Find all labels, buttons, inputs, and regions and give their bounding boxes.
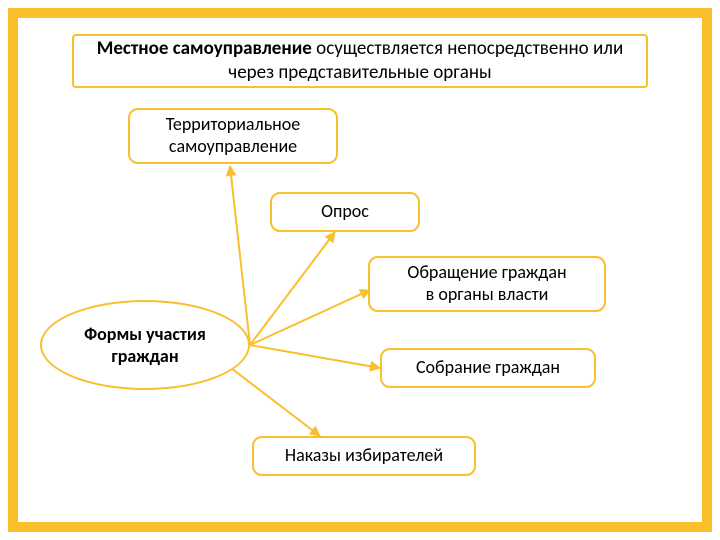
center-node: Формы участия граждан: [40, 300, 250, 390]
node-poll: Опрос: [270, 192, 420, 232]
node-l1: Наказы избирателей: [285, 444, 443, 466]
node-territorial: Территориальное самоуправление: [128, 108, 338, 164]
node-label: Обращение граждан в органы власти: [407, 262, 566, 305]
node-l1: Опрос: [321, 200, 369, 222]
node-appeal: Обращение граждан в органы власти: [368, 256, 606, 312]
header-box: Местное самоуправление осуществляется не…: [72, 34, 648, 88]
node-l1: Собрание граждан: [416, 356, 560, 378]
node-label: Наказы избирателей: [285, 445, 443, 467]
node-label: Территориальное самоуправление: [166, 114, 301, 157]
node-mandate: Наказы избирателей: [252, 436, 476, 476]
node-label: Опрос: [321, 201, 369, 223]
node-l2: в органы власти: [426, 283, 549, 305]
node-l1: Территориальное: [166, 113, 301, 135]
center-label: Формы участия граждан: [84, 323, 206, 368]
node-l1: Обращение граждан: [407, 261, 566, 283]
header-bold: Местное самоуправление: [97, 37, 312, 60]
node-meeting: Собрание граждан: [380, 348, 596, 388]
node-label: Собрание граждан: [416, 357, 560, 379]
node-l2: самоуправление: [169, 135, 297, 157]
center-label-l2: граждан: [111, 345, 178, 367]
center-label-l1: Формы участия: [84, 323, 206, 345]
header-text: Местное самоуправление осуществляется не…: [84, 37, 636, 85]
